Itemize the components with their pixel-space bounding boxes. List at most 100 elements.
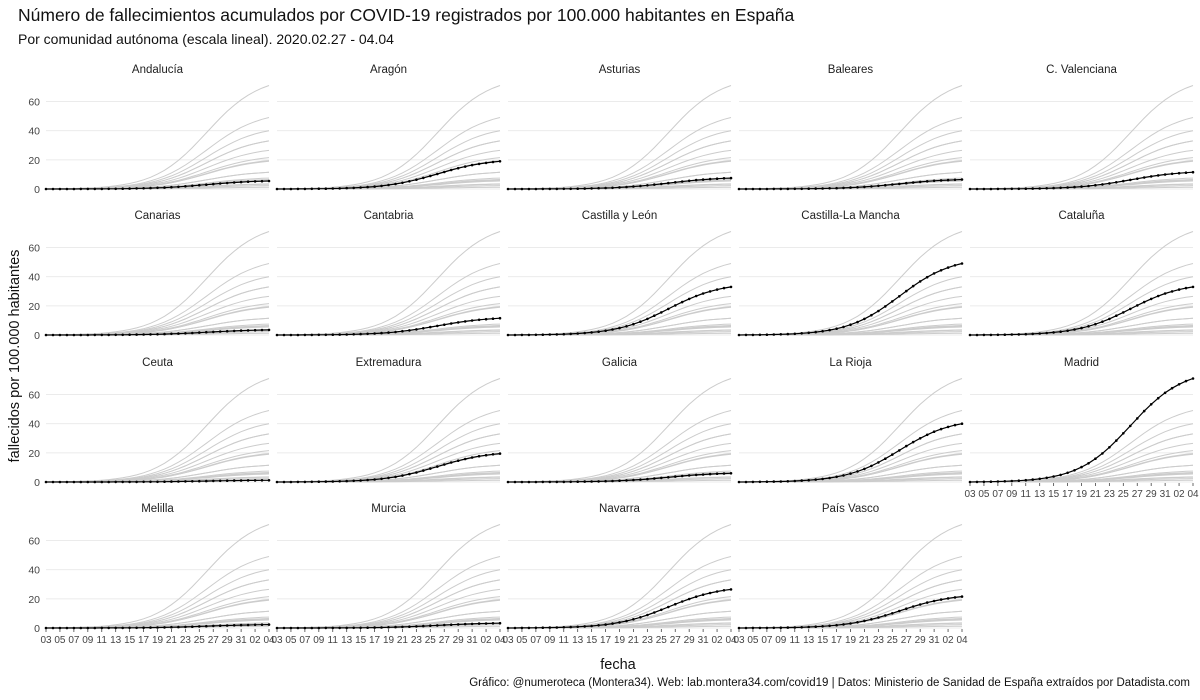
data-point — [205, 183, 208, 186]
data-point — [1080, 326, 1083, 330]
data-point — [821, 329, 824, 333]
x-tick-label: 13 — [572, 635, 584, 646]
data-point — [1010, 333, 1014, 336]
x-tick-label: 02 — [481, 635, 493, 646]
panel-strip-cataluna: Cataluña — [1058, 210, 1105, 222]
data-point — [345, 333, 349, 336]
data-point — [1059, 186, 1062, 190]
x-tick-label: 13 — [803, 635, 815, 646]
data-point — [436, 624, 439, 627]
data-point — [800, 479, 803, 482]
data-point — [996, 187, 1000, 191]
data-point — [982, 480, 986, 484]
data-point — [177, 625, 180, 629]
data-point — [982, 187, 986, 191]
data-point — [562, 332, 566, 336]
data-point — [639, 616, 642, 619]
x-tick-label: 27 — [208, 635, 220, 646]
data-point — [170, 625, 173, 629]
data-point — [79, 333, 83, 337]
x-tick-label: 31 — [929, 635, 941, 646]
background-series-line — [276, 117, 501, 190]
data-point — [660, 311, 663, 314]
x-tick-label: 04 — [263, 635, 275, 646]
x-tick-label: 31 — [698, 635, 710, 646]
data-point — [821, 625, 824, 628]
data-point — [597, 186, 600, 190]
data-point — [884, 305, 887, 308]
x-tick-label: 09 — [544, 635, 556, 646]
data-point — [828, 476, 831, 480]
data-point — [807, 187, 810, 190]
data-point — [317, 333, 321, 337]
x-tick-label: 19 — [383, 635, 395, 646]
data-point — [932, 430, 936, 434]
data-point — [275, 480, 279, 484]
data-point — [722, 472, 726, 475]
data-point — [72, 333, 76, 337]
data-point — [401, 625, 404, 629]
data-point — [687, 597, 691, 601]
data-point — [282, 480, 286, 484]
data-point — [751, 626, 755, 630]
data-point — [800, 187, 803, 191]
data-point — [246, 479, 250, 482]
data-point — [925, 433, 929, 437]
data-point — [541, 187, 545, 191]
data-point — [198, 331, 201, 334]
x-tick-label: 29 — [684, 635, 696, 646]
x-tick-label: 25 — [425, 635, 437, 646]
data-point — [870, 618, 873, 621]
x-tick-label: 29 — [915, 635, 927, 646]
data-point — [470, 163, 474, 167]
data-point — [1191, 377, 1195, 380]
x-tick-label: 27 — [670, 635, 682, 646]
data-point — [463, 320, 467, 323]
data-point — [156, 186, 159, 190]
data-point — [715, 177, 719, 180]
data-point — [205, 479, 208, 483]
data-point — [86, 480, 90, 484]
data-point — [722, 286, 726, 290]
x-tick-label: 15 — [586, 635, 598, 646]
data-point — [639, 184, 642, 188]
data-point — [534, 626, 538, 630]
data-point — [625, 185, 628, 189]
data-point — [1087, 184, 1090, 188]
data-point — [604, 623, 607, 626]
data-point — [205, 330, 208, 334]
data-point — [456, 623, 460, 626]
x-tick-label: 07 — [761, 635, 773, 646]
data-point — [1101, 452, 1104, 455]
background-series-line — [277, 149, 501, 190]
data-point — [646, 184, 649, 187]
data-point — [828, 187, 831, 190]
data-point — [946, 597, 950, 600]
x-tick-label: 15 — [1048, 489, 1060, 500]
data-point — [1038, 332, 1041, 335]
data-point — [1170, 172, 1174, 176]
data-point — [953, 423, 957, 427]
data-point — [891, 612, 894, 615]
data-point — [918, 180, 922, 184]
x-tick-label: 29 — [1146, 489, 1158, 500]
data-point — [793, 626, 797, 629]
data-point — [520, 626, 524, 630]
data-point — [93, 187, 97, 191]
data-point — [905, 181, 908, 185]
data-point — [680, 180, 684, 183]
data-point — [534, 187, 538, 191]
data-point — [814, 478, 817, 481]
data-point — [456, 166, 460, 170]
data-point — [800, 626, 803, 629]
data-point — [79, 480, 83, 484]
data-point — [191, 480, 194, 483]
data-point — [359, 332, 362, 336]
data-point — [828, 624, 831, 628]
data-point — [163, 186, 166, 189]
data-point — [86, 626, 90, 630]
data-point — [715, 590, 719, 593]
data-point — [170, 332, 173, 336]
data-point — [828, 328, 831, 332]
data-point — [604, 186, 607, 190]
